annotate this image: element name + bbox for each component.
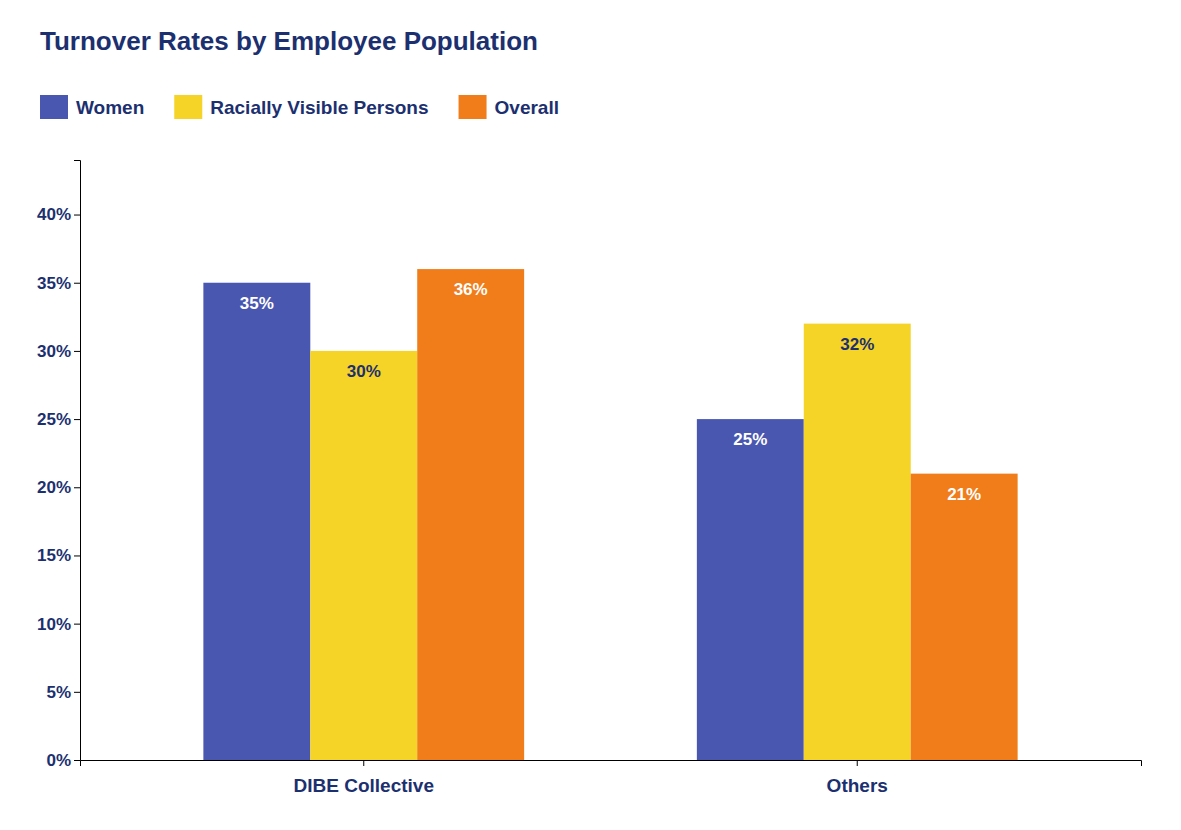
x-tick: DIBE Collective — [294, 760, 434, 796]
legend-swatch — [174, 95, 202, 119]
data-label: 32% — [840, 335, 874, 354]
x-axis: DIBE Collective Others — [81, 760, 1142, 796]
chart: Turnover Rates by Employee Population Wom… — [0, 0, 1181, 830]
bar — [804, 324, 911, 760]
bar — [911, 474, 1018, 760]
bar — [310, 351, 417, 760]
bar — [203, 283, 310, 760]
x-axis-line — [81, 761, 1142, 767]
y-tick-mark — [74, 760, 80, 761]
bars — [203, 269, 1017, 760]
y-tick-label: 35% — [37, 274, 71, 293]
y-tick: 5% — [46, 683, 80, 702]
y-tick: 25% — [37, 410, 80, 429]
bar — [417, 269, 524, 760]
y-tick-label: 15% — [37, 546, 71, 565]
y-axis: 0% 5% 10% 15% 20% 25% 30% 35% 40% — [37, 161, 81, 770]
y-tick-mark — [74, 283, 80, 284]
y-axis-line — [74, 161, 81, 761]
x-tick: Others — [827, 760, 888, 796]
data-labels: 35% 25% 30% 32% 36% 21% — [240, 280, 981, 504]
y-tick: 15% — [37, 546, 80, 565]
x-tick-label: DIBE Collective — [294, 775, 434, 796]
legend-label: Overall — [495, 97, 559, 118]
y-tick-label: 20% — [37, 478, 71, 497]
legend-item: Women — [40, 95, 144, 119]
legend-label: Racially Visible Persons — [210, 97, 428, 118]
y-tick: 0% — [46, 751, 80, 770]
y-tick-mark — [74, 692, 80, 693]
y-tick: 40% — [37, 205, 80, 224]
y-tick-mark — [74, 419, 80, 420]
y-tick-mark — [74, 487, 80, 488]
y-tick-mark — [74, 351, 80, 352]
y-tick: 20% — [37, 478, 80, 497]
y-tick-label: 30% — [37, 342, 71, 361]
y-tick-label: 0% — [46, 751, 71, 770]
x-tick-mark — [363, 760, 364, 766]
y-tick-label: 25% — [37, 410, 71, 429]
x-tick-mark — [857, 760, 858, 766]
y-tick-mark — [74, 624, 80, 625]
legend-swatch — [459, 95, 487, 119]
y-tick-label: 5% — [46, 683, 71, 702]
plot: 35%25%30%32%36%21%0%5%10%15%20%25%30%35%… — [37, 161, 1142, 796]
legend-item: Overall — [459, 95, 559, 119]
data-label: 21% — [947, 485, 981, 504]
data-label: 36% — [454, 280, 488, 299]
legend-item: Racially Visible Persons — [174, 95, 428, 119]
title: Turnover Rates by Employee Population — [40, 26, 538, 56]
y-tick: 35% — [37, 274, 80, 293]
y-tick-label: 40% — [37, 205, 71, 224]
y-tick-label: 10% — [37, 615, 71, 634]
legend: Women Racially Visible Persons Overall — [40, 95, 559, 119]
legend-label: Women — [76, 97, 144, 118]
y-tick: 30% — [37, 342, 80, 361]
y-tick: 10% — [37, 615, 80, 634]
data-label: 25% — [733, 430, 767, 449]
y-tick-mark — [74, 555, 80, 556]
data-label: 35% — [240, 294, 274, 313]
y-tick-mark — [74, 215, 80, 216]
legend-swatch — [40, 95, 68, 119]
data-label: 30% — [347, 362, 381, 381]
x-tick-label: Others — [827, 775, 888, 796]
bar — [697, 419, 804, 760]
